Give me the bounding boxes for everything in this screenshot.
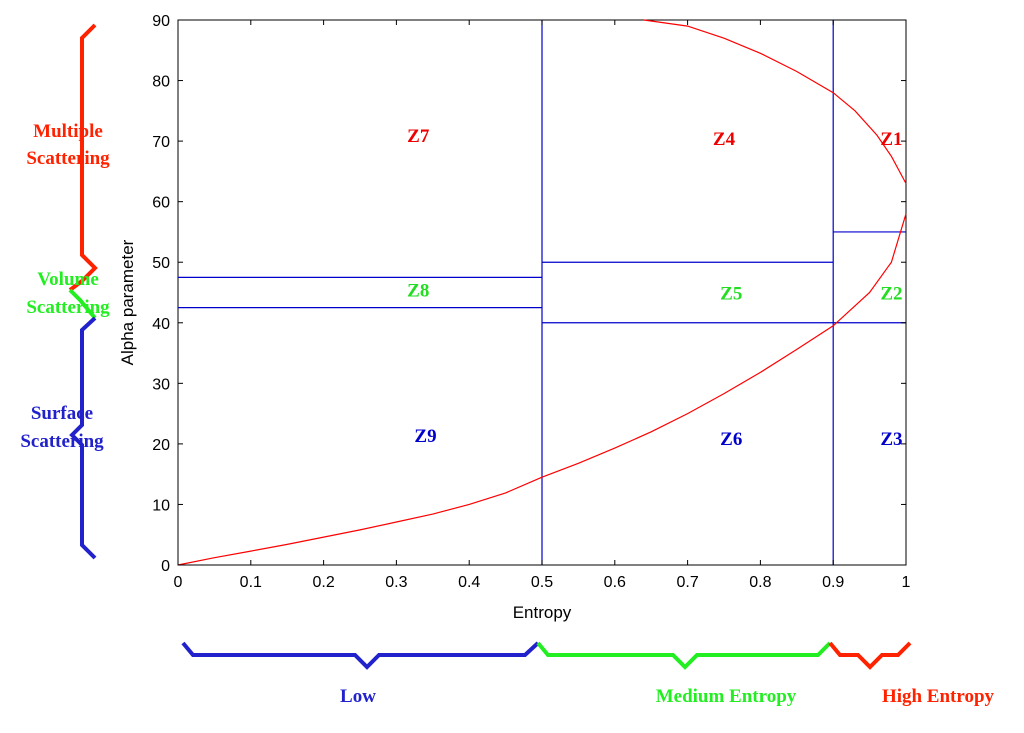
x-tick-label: 0.4	[458, 574, 480, 591]
y-axis-label: Alpha parameter	[118, 239, 137, 365]
boundary-curves	[177, 19, 907, 566]
surface-scattering-line2: Scattering	[20, 431, 104, 452]
x-tick-label: 0.2	[312, 574, 334, 591]
y-tick-label: 60	[152, 195, 170, 212]
lower-boundary-curve	[177, 213, 907, 566]
y-tick-label: 90	[152, 13, 170, 30]
y-axis-ticks: 0 10 20 30 40 50 60 70 80 90	[152, 13, 906, 575]
zone-label-z3: Z3	[880, 429, 902, 450]
low-entropy-label: Low	[340, 686, 376, 707]
medium-entropy-brace	[536, 641, 832, 670]
medium-entropy-label: Medium Entropy	[656, 686, 797, 707]
x-tick-label: 0.3	[385, 574, 407, 591]
multiple-scattering-line1: Multiple	[33, 121, 103, 142]
zone-label-z5: Z5	[720, 284, 742, 305]
x-tick-label: 0.6	[604, 574, 626, 591]
multiple-scattering-line2: Scattering	[26, 148, 110, 169]
low-entropy-brace	[181, 641, 540, 670]
zone-label-z9: Z9	[414, 426, 436, 447]
high-entropy-label: High Entropy	[882, 686, 995, 707]
zone-label-z4: Z4	[713, 129, 736, 150]
surface-scattering-line1: Surface	[31, 403, 93, 424]
y-tick-label: 70	[152, 134, 170, 151]
y-tick-label: 0	[161, 558, 170, 575]
volume-scattering-brace	[68, 288, 97, 320]
zone-boundary-lines	[178, 20, 906, 565]
y-tick-label: 40	[152, 316, 170, 333]
zone-label-z1: Z1	[880, 129, 902, 150]
x-tick-label: 0.7	[676, 574, 698, 591]
zone-label-z2: Z2	[880, 284, 902, 305]
multiple-scattering-brace	[68, 23, 98, 292]
volume-scattering-label: Volume Scattering	[26, 269, 110, 318]
volume-scattering-line1: Volume	[37, 269, 99, 290]
y-tick-label: 30	[152, 376, 170, 393]
y-tick-label: 20	[152, 437, 170, 454]
x-axis-ticks: 0 0.1 0.2 0.3 0.4 0.5 0.6 0.7 0.8 0.9 1	[174, 20, 911, 591]
y-tick-label: 50	[152, 255, 170, 272]
zone-label-z8: Z8	[407, 280, 429, 301]
volume-scattering-line2: Scattering	[26, 297, 110, 318]
zone-label-z7: Z7	[407, 126, 430, 147]
x-tick-label: 0.1	[240, 574, 262, 591]
x-tick-label: 0.5	[531, 574, 553, 591]
zone-label-z6: Z6	[720, 429, 742, 450]
high-entropy-brace	[828, 641, 912, 670]
multiple-scattering-label: Multiple Scattering	[26, 121, 110, 169]
zone-labels: Z7 Z4 Z1 Z8 Z5 Z2 Z9 Z6 Z3	[407, 126, 902, 450]
upper-boundary-curve	[643, 19, 907, 184]
x-axis-label: Entropy	[513, 603, 572, 622]
y-tick-label: 10	[152, 497, 170, 514]
plot-area: Z7 Z4 Z1 Z8 Z5 Z2 Z9 Z6 Z3 0 0.1 0.2 0.3 0.4 0.5 0.6 0.…	[118, 13, 911, 622]
surface-scattering-label: Surface Scattering	[20, 403, 104, 452]
y-tick-label: 80	[152, 74, 170, 91]
surface-scattering-brace	[69, 316, 97, 560]
x-tick-label: 0.9	[822, 574, 844, 591]
x-tick-label: 1	[902, 574, 911, 591]
x-tick-label: 0	[174, 574, 183, 591]
x-tick-label: 0.8	[749, 574, 771, 591]
